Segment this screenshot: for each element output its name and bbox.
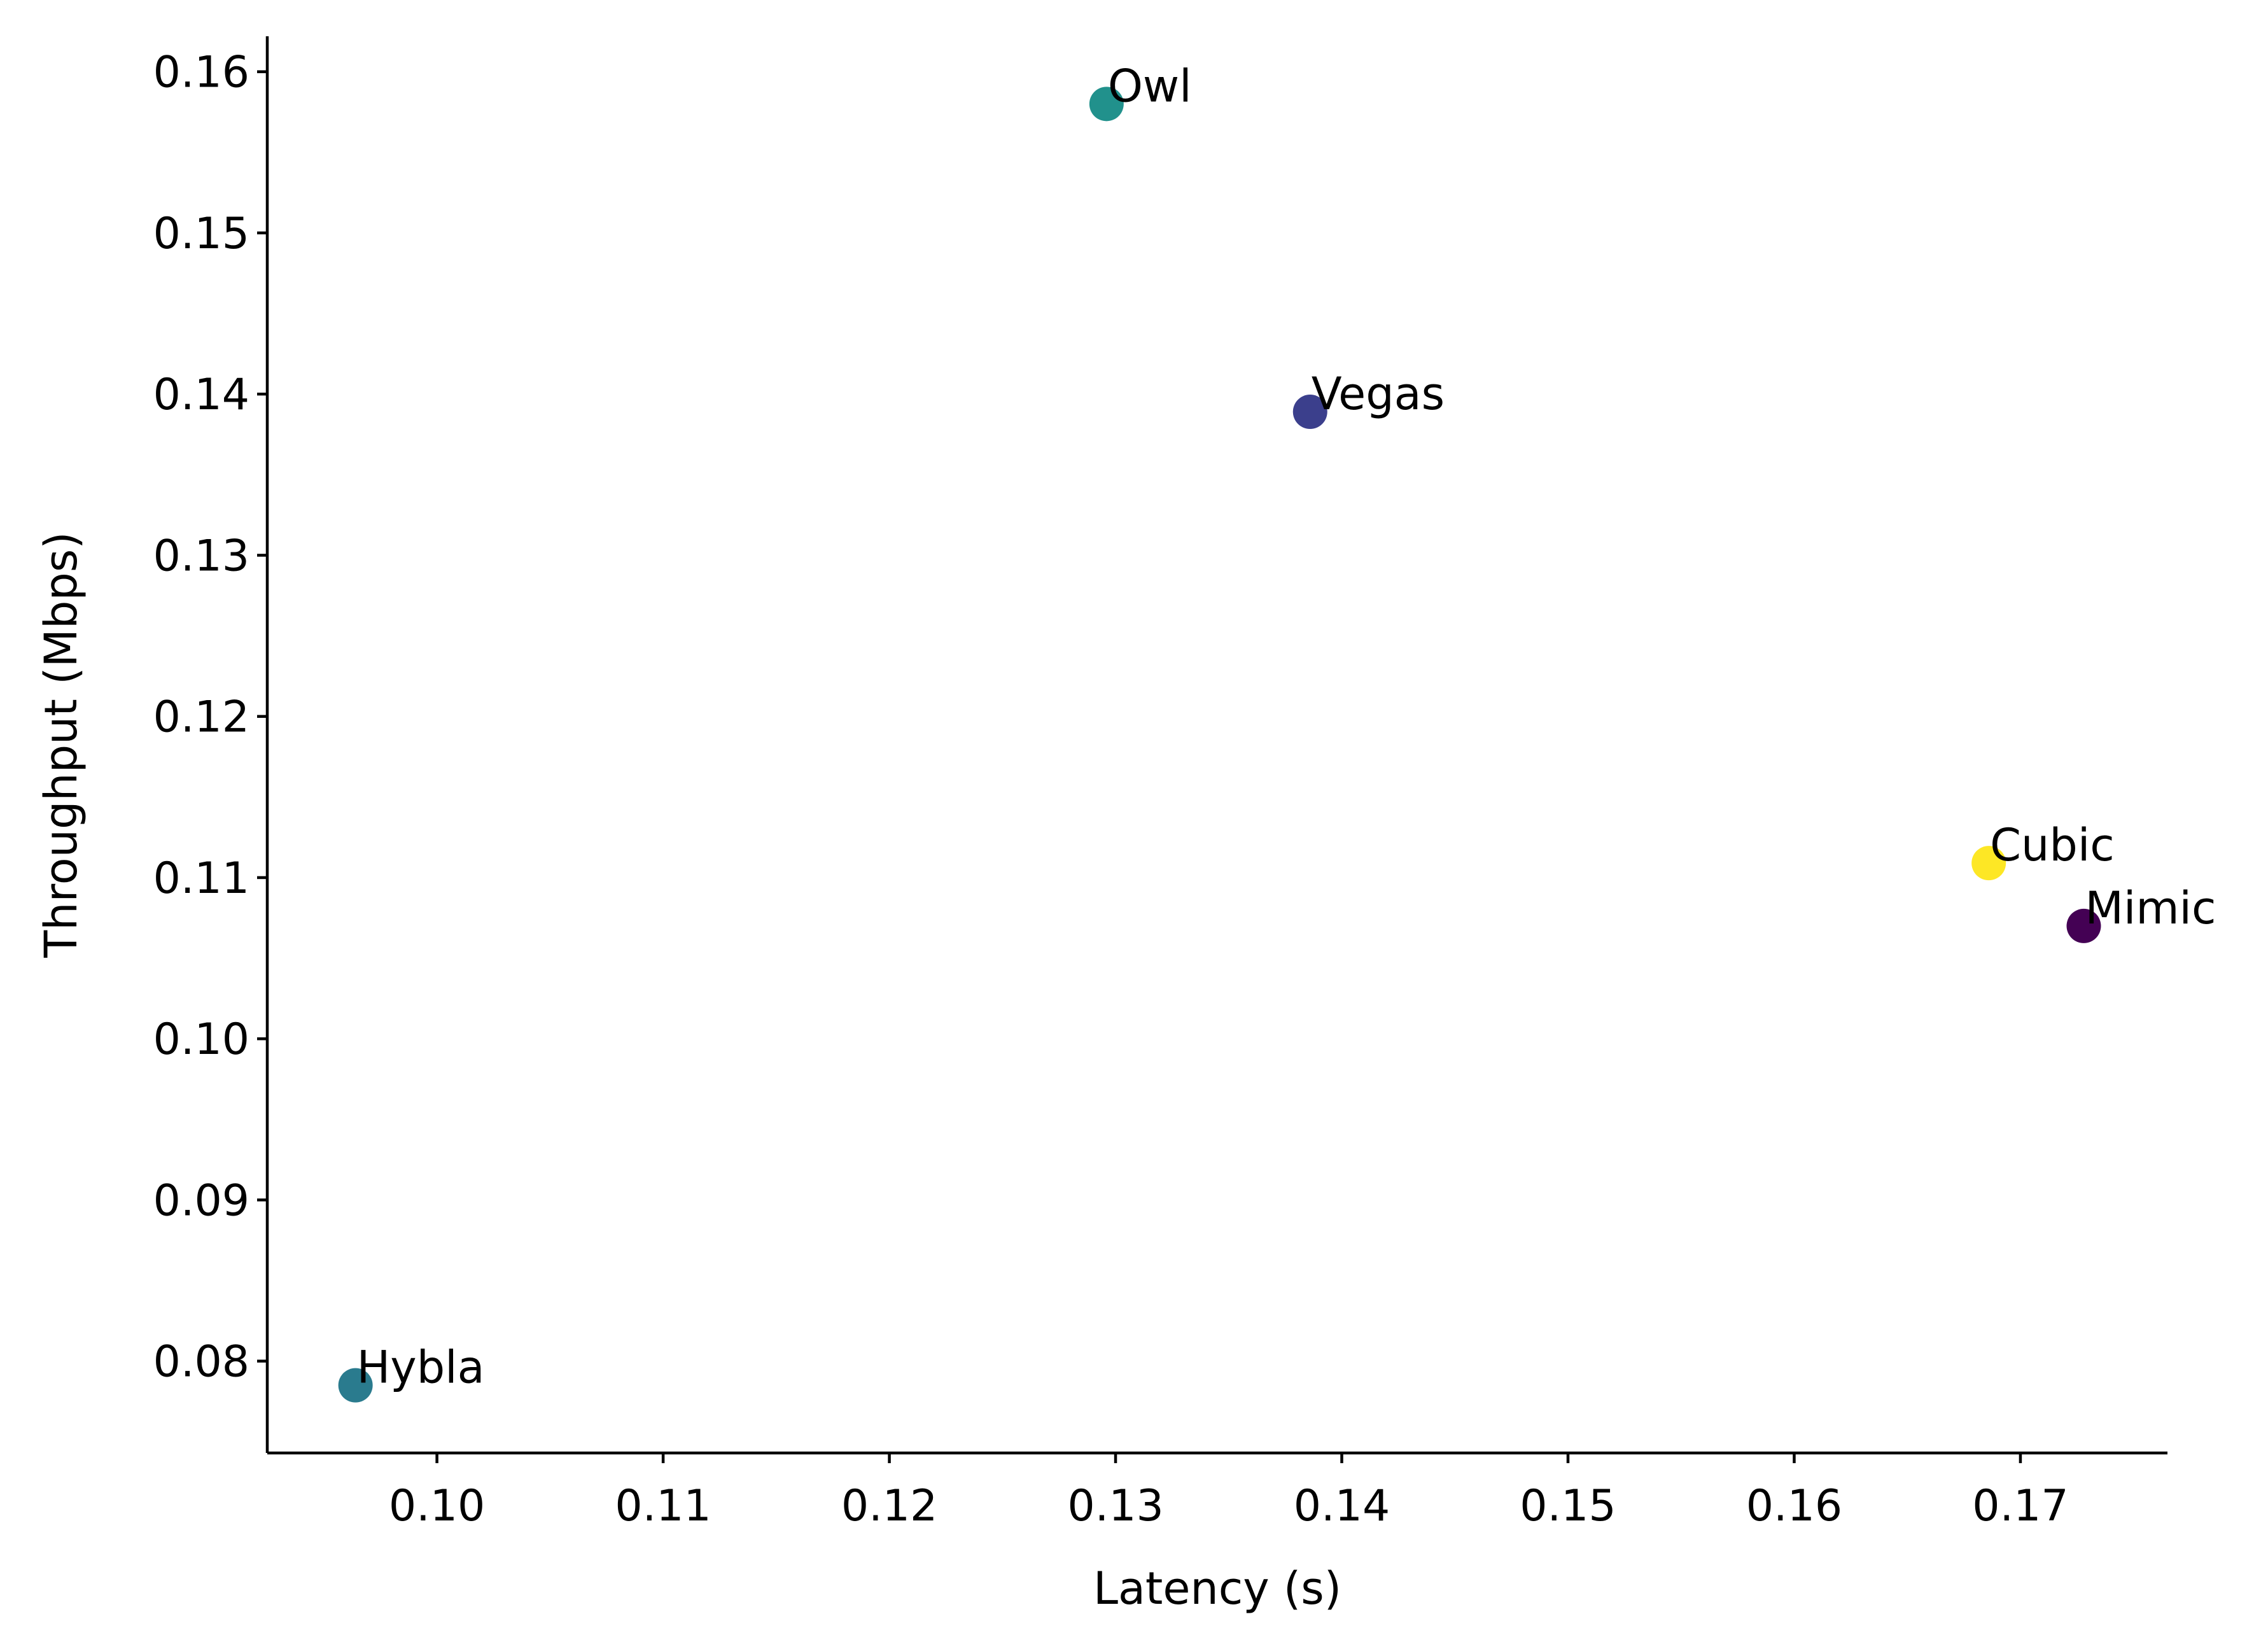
y-axis-ticks: 0.08 0.09 0.10 0.11 0.12 0.13 0.14 0.15 0.16 [153, 48, 267, 1387]
x-tick-label: 0.12 [841, 1481, 937, 1531]
y-tick-label: 0.15 [153, 209, 249, 259]
x-tick-label: 0.13 [1067, 1481, 1163, 1531]
data-point-mimic [2066, 908, 2101, 943]
x-tick-label: 0.15 [1520, 1481, 1616, 1531]
y-tick-label: 0.13 [153, 531, 249, 581]
y-tick-label: 0.08 [153, 1337, 249, 1387]
data-point-owl [1089, 87, 1124, 122]
data-point-cubic [1971, 846, 2006, 881]
point-label-cubic: Cubic [1990, 819, 2115, 871]
x-axis-title: Latency (s) [1093, 1562, 1341, 1615]
y-tick-label: 0.10 [153, 1014, 249, 1065]
data-point-vegas [1292, 395, 1327, 430]
data-point-hybla [338, 1368, 373, 1403]
y-tick-label: 0.16 [153, 48, 249, 98]
y-tick-label: 0.11 [153, 853, 249, 904]
x-tick-label: 0.10 [389, 1481, 485, 1531]
point-label-hybla: Hybla [357, 1342, 485, 1394]
y-tick-label: 0.14 [153, 370, 249, 420]
x-tick-label: 0.16 [1746, 1481, 1842, 1531]
point-label-owl: Owl [1108, 60, 1192, 112]
x-tick-label: 0.17 [1972, 1481, 2068, 1531]
y-tick-label: 0.09 [153, 1175, 249, 1226]
data-points: Mimic Vegas Hybla Owl Cubic [338, 60, 2216, 1403]
y-tick-label: 0.12 [153, 692, 249, 743]
y-axis-title: Throughput (Mbps) [35, 531, 87, 958]
x-tick-label: 0.14 [1294, 1481, 1390, 1531]
point-label-vegas: Vegas [1312, 368, 1445, 420]
x-axis-ticks: 0.10 0.11 0.12 0.13 0.14 0.15 0.16 0.17 [389, 1453, 2069, 1531]
point-label-mimic: Mimic [2085, 882, 2216, 934]
x-tick-label: 0.11 [615, 1481, 711, 1531]
